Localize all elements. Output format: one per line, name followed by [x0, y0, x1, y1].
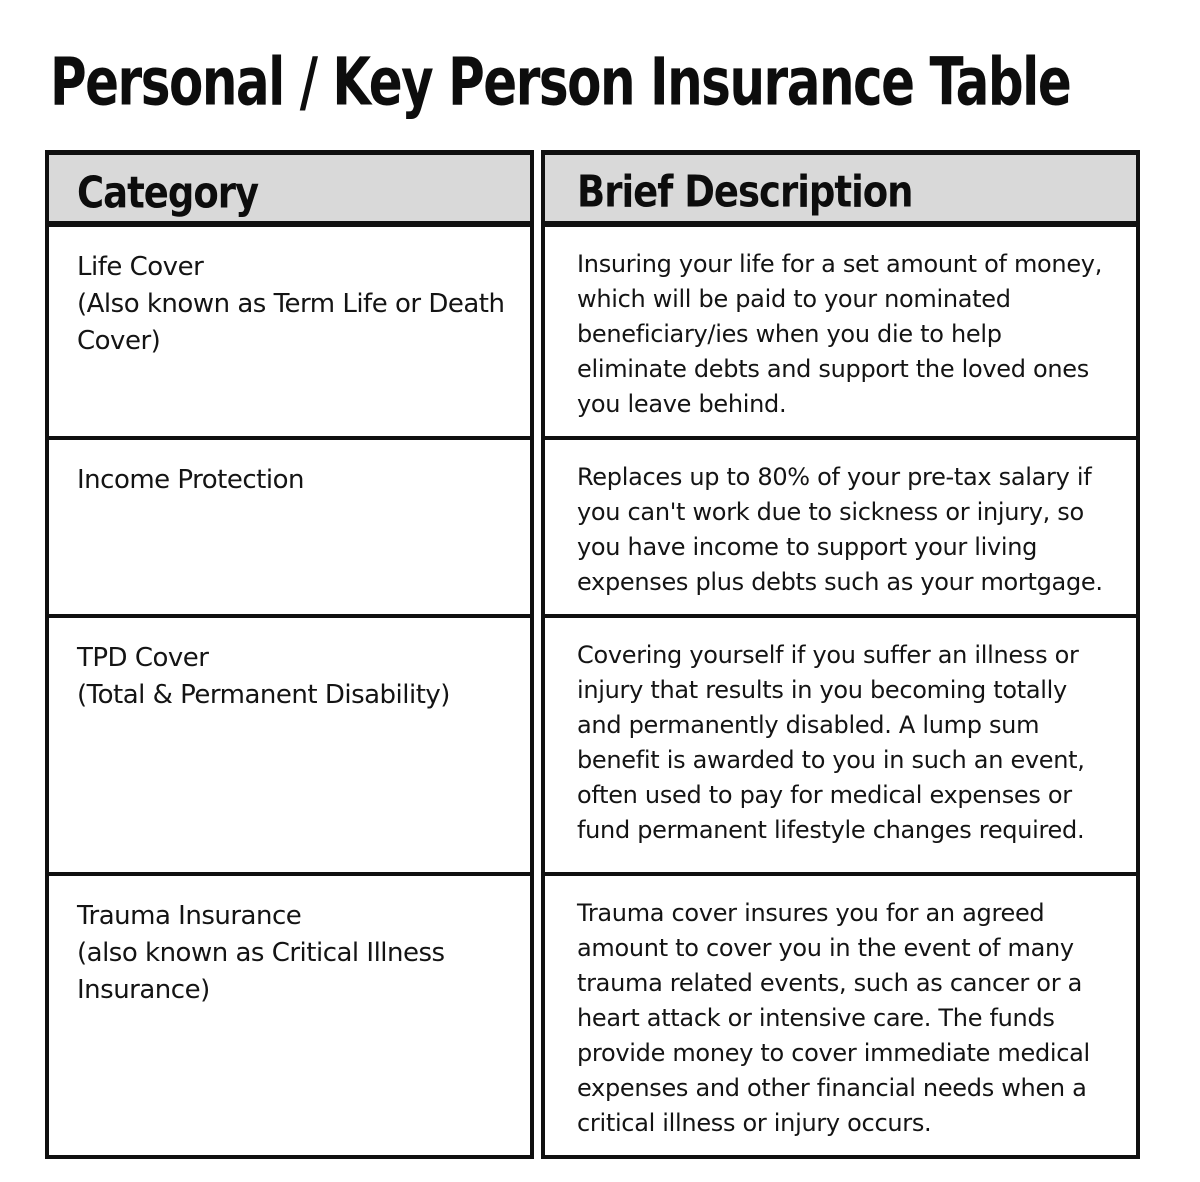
- table-header-row: Category Brief Description: [45, 150, 1140, 227]
- description-text: Covering yourself if you suffer an illne…: [577, 641, 1085, 844]
- table-row: Income Protection Replaces up to 80% of …: [45, 436, 1140, 618]
- category-cell-life-cover: Life Cover (Also known as Term Life or D…: [45, 223, 534, 440]
- category-name: Life Cover: [77, 252, 204, 282]
- category-note: (Also known as Term Life or Death Cover): [77, 289, 505, 356]
- category-name: Income Protection: [77, 465, 304, 495]
- category-note: (Total & Permanent Disability): [77, 680, 450, 710]
- description-cell-tpd-cover: Covering yourself if you suffer an illne…: [541, 614, 1140, 876]
- table-row: Trauma Insurance (also known as Critical…: [45, 872, 1140, 1159]
- category-cell-tpd-cover: TPD Cover (Total & Permanent Disability): [45, 614, 534, 876]
- description-text: Replaces up to 80% of your pre-tax salar…: [577, 463, 1103, 596]
- description-cell-income-protection: Replaces up to 80% of your pre-tax salar…: [541, 436, 1140, 618]
- category-name: TPD Cover: [77, 643, 209, 673]
- page-title: Personal / Key Person Insurance Table: [50, 44, 1072, 121]
- column-header-description: Brief Description: [541, 150, 1140, 227]
- insurance-table: Category Brief Description Life Cover (A…: [45, 150, 1140, 1159]
- column-header-category-label: Category: [77, 166, 259, 218]
- category-note: (also known as Critical Illness Insuranc…: [77, 938, 445, 1005]
- category-cell-trauma-insurance: Trauma Insurance (also known as Critical…: [45, 872, 534, 1159]
- column-header-category: Category: [45, 150, 534, 227]
- table-row: TPD Cover (Total & Permanent Disability)…: [45, 614, 1140, 876]
- description-cell-life-cover: Insuring your life for a set amount of m…: [541, 223, 1140, 440]
- description-cell-trauma-insurance: Trauma cover insures you for an agreed a…: [541, 872, 1140, 1159]
- table-row: Life Cover (Also known as Term Life or D…: [45, 223, 1140, 440]
- description-text: Insuring your life for a set amount of m…: [577, 250, 1103, 418]
- category-cell-income-protection: Income Protection: [45, 436, 534, 618]
- column-header-description-label: Brief Description: [577, 165, 914, 217]
- category-name: Trauma Insurance: [77, 901, 302, 931]
- description-text: Trauma cover insures you for an agreed a…: [577, 899, 1090, 1137]
